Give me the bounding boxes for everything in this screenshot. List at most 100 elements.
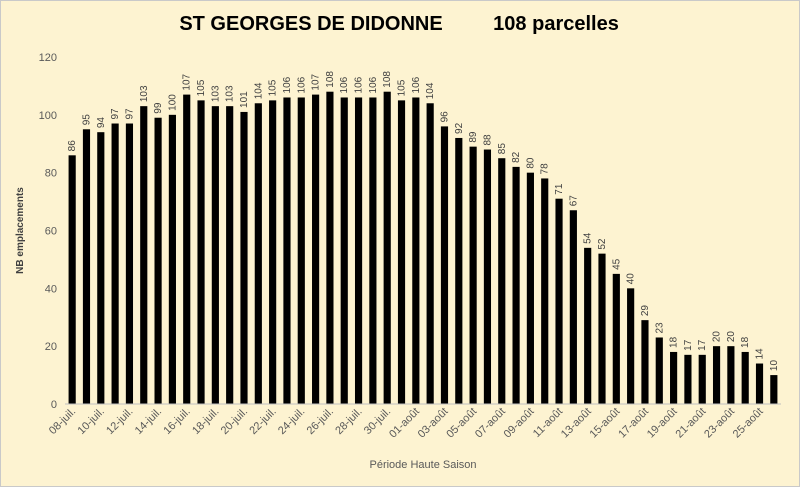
data-label: 107 <box>311 73 322 90</box>
bar <box>727 346 735 404</box>
x-tick-label: 03-août <box>416 406 451 441</box>
data-label: 18 <box>669 336 680 348</box>
bar <box>197 100 205 404</box>
data-label: 40 <box>626 273 637 285</box>
data-label: 67 <box>568 195 579 207</box>
bar <box>82 129 91 404</box>
x-tick-label: 19-août <box>645 406 680 441</box>
bar <box>297 97 305 404</box>
bar <box>354 97 363 404</box>
data-label: 92 <box>454 122 465 134</box>
data-label: 105 <box>196 79 207 96</box>
bar <box>226 106 234 405</box>
x-tick-label: 15-août <box>588 406 623 441</box>
bar <box>555 198 563 404</box>
data-label: 82 <box>511 151 522 163</box>
x-tick-label: 22-juil. <box>247 406 278 437</box>
data-label: 105 <box>397 79 408 96</box>
chart-subtitle: 108 parcelles <box>493 13 619 35</box>
x-tick-label: 23-août <box>702 406 737 441</box>
bar <box>770 375 778 404</box>
data-label: 71 <box>554 183 565 195</box>
bar <box>125 123 134 404</box>
data-label: 52 <box>597 238 608 250</box>
data-label: 20 <box>712 331 723 343</box>
bar <box>369 97 377 404</box>
bar <box>154 117 162 404</box>
bar <box>598 253 606 404</box>
data-label: 108 <box>325 71 336 88</box>
data-label: 97 <box>124 108 135 120</box>
bar <box>541 178 549 404</box>
bar <box>426 103 434 405</box>
x-tick-label: 13-août <box>559 406 594 441</box>
bar <box>183 94 191 404</box>
data-label: 14 <box>755 348 766 360</box>
bar <box>111 123 119 404</box>
bar <box>455 137 463 404</box>
bar <box>612 273 620 404</box>
y-axis-title: NB emplacements <box>15 187 26 274</box>
bar <box>469 146 477 404</box>
x-tick-label: 24-juil. <box>276 406 307 437</box>
bar <box>712 346 721 404</box>
bar <box>97 132 105 404</box>
data-label: 78 <box>540 163 551 175</box>
bar <box>140 106 148 405</box>
data-label: 101 <box>239 91 250 108</box>
data-label: 100 <box>167 94 178 111</box>
y-tick-label: 20 <box>45 341 57 353</box>
x-tick-label: 11-août <box>531 406 565 440</box>
data-label: 105 <box>268 79 279 96</box>
bar <box>440 126 449 405</box>
data-label: 80 <box>525 157 536 169</box>
x-tick-label: 28-juil. <box>333 406 364 437</box>
bar <box>655 337 663 404</box>
x-tick-label: 05-août <box>444 406 479 441</box>
x-tick-label: 18-juil. <box>190 406 221 437</box>
y-tick-label: 80 <box>45 168 57 180</box>
data-label: 54 <box>583 232 594 244</box>
data-label: 17 <box>683 339 694 351</box>
data-label: 107 <box>182 73 193 90</box>
x-tick-label: 20-juil. <box>219 406 250 437</box>
bar <box>283 97 291 404</box>
x-tick-label: 12-juil. <box>104 406 135 437</box>
data-label: 103 <box>210 85 221 102</box>
bar <box>755 363 764 404</box>
bar <box>326 91 334 404</box>
bar-series <box>68 91 778 405</box>
x-axis-title: Période Haute Saison <box>369 459 476 471</box>
bar <box>526 172 534 404</box>
bar <box>240 111 248 405</box>
x-tick-label: 09-août <box>502 406 537 441</box>
y-tick-label: 40 <box>45 283 57 295</box>
data-label: 97 <box>110 108 121 120</box>
x-tick-label: 14-juil. <box>133 406 164 437</box>
data-label: 108 <box>382 71 393 88</box>
bar <box>254 103 262 405</box>
bar <box>68 155 76 404</box>
bar <box>412 97 420 404</box>
x-tick-label: 26-juil. <box>305 406 336 437</box>
data-label: 104 <box>425 82 436 99</box>
data-label: 104 <box>253 82 264 99</box>
bar <box>641 320 649 404</box>
y-tick-label: 120 <box>39 52 57 64</box>
x-axis-ticks: 08-juil.10-juil.12-juil.14-juil.16-juil.… <box>47 406 766 441</box>
bar <box>340 97 348 404</box>
x-tick-label: 25-août <box>731 406 766 441</box>
data-label: 88 <box>482 134 493 146</box>
data-label: 89 <box>468 131 479 143</box>
bar <box>483 149 492 404</box>
bar <box>684 354 692 404</box>
data-label: 106 <box>339 76 350 93</box>
bar <box>584 247 592 404</box>
data-label: 17 <box>697 339 708 351</box>
bar <box>383 91 391 404</box>
data-label: 45 <box>611 258 622 270</box>
data-label: 106 <box>296 76 307 93</box>
